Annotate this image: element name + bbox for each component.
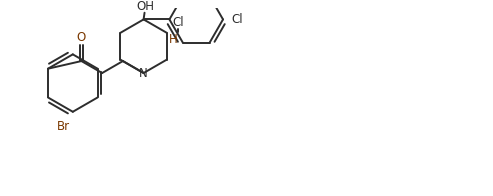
Text: OH: OH [137, 0, 154, 13]
Text: N: N [139, 67, 148, 81]
Text: Cl: Cl [172, 16, 184, 29]
Text: Br: Br [57, 120, 70, 133]
Text: O: O [77, 31, 86, 44]
Text: H: H [169, 33, 177, 45]
Text: Cl: Cl [232, 13, 243, 26]
